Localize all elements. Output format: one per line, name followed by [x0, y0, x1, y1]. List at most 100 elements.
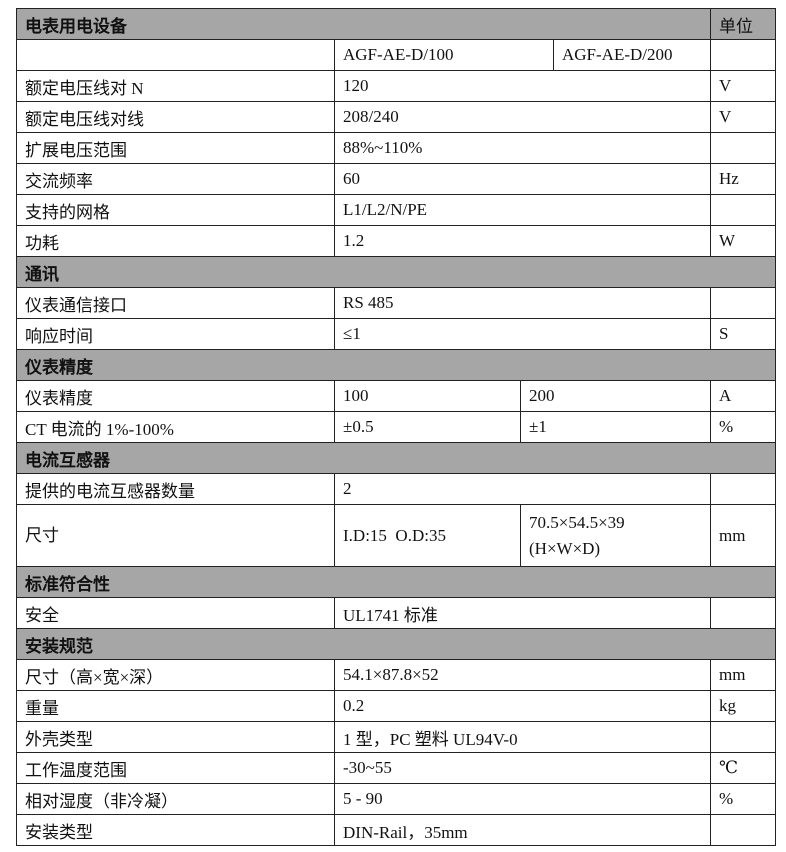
table-row: 尺寸（高×宽×深） 54.1×87.8×52 mm	[16, 659, 776, 691]
row-unit: mm	[710, 659, 776, 691]
section-header-ct: 电流互感器	[16, 442, 776, 474]
empty-cell	[710, 39, 776, 71]
table-row: 相对湿度（非冷凝） 5 - 90%	[16, 783, 776, 815]
unit-header: 单位	[710, 8, 776, 40]
spec-table: 电表用电设备 单位 AGF-AE-D/100 AGF-AE-D/200 额定电压…	[16, 8, 776, 846]
row-value: 1 型，PC 塑料 UL94V-0	[334, 721, 711, 753]
table-row: 安全 UL1741 标准	[16, 597, 776, 629]
row-label: 交流频率	[16, 163, 335, 195]
row-value-1: 100	[334, 380, 521, 412]
row-unit	[710, 287, 776, 319]
row-label: 重量	[16, 690, 335, 722]
models-row: AGF-AE-D/100 AGF-AE-D/200	[16, 39, 776, 71]
table-row: 响应时间 ≤1 S	[16, 318, 776, 350]
row-value: 208/240	[334, 101, 711, 133]
row-unit: Hz	[710, 163, 776, 195]
row-label: 支持的网格	[16, 194, 335, 226]
section-header-install: 安装规范	[16, 628, 776, 660]
section-header-comm: 通讯	[16, 256, 776, 288]
row-value: -30~55	[334, 752, 711, 784]
section-header-accuracy: 仪表精度	[16, 349, 776, 381]
row-unit: V	[710, 101, 776, 133]
row-label: 仪表精度	[16, 380, 335, 412]
row-unit: mm	[710, 504, 776, 567]
row-unit	[710, 194, 776, 226]
table-row: 尺寸 I.D:15 O.D:35 70.5×54.5×39 (H×W×D) mm	[16, 504, 776, 567]
row-value: DIN-Rail，35mm	[334, 814, 711, 846]
row-label: 提供的电流互感器数量	[16, 473, 335, 505]
row-label: 额定电压线对线	[16, 101, 335, 133]
row-value-2: 70.5×54.5×39 (H×W×D)	[520, 504, 711, 567]
table-row: 重量 0.2 kg	[16, 690, 776, 722]
row-label: 外壳类型	[16, 721, 335, 753]
row-label: 尺寸	[16, 504, 335, 567]
row-value: 1.2	[334, 225, 711, 257]
value-line: 70.5×54.5×39	[529, 512, 625, 532]
row-unit: %	[710, 783, 776, 815]
table-row: 仪表精度 100 200 A	[16, 380, 776, 412]
section-title: 通讯	[16, 256, 776, 288]
row-label: 扩展电压范围	[16, 132, 335, 164]
section-title: 仪表精度	[16, 349, 776, 381]
row-label: 安全	[16, 597, 335, 629]
row-label: CT 电流的 1%-100%	[16, 411, 335, 443]
table-row: 交流频率 60 Hz	[16, 163, 776, 195]
row-value: 0.2	[334, 690, 711, 722]
row-unit: ℃	[710, 752, 776, 784]
row-value: L1/L2/N/PE	[334, 194, 711, 226]
row-value: 60	[334, 163, 711, 195]
row-unit	[710, 473, 776, 505]
section-title: 电流互感器	[16, 442, 776, 474]
row-unit	[710, 721, 776, 753]
table-row: 功耗 1.2 W	[16, 225, 776, 257]
row-value: 5 - 90	[334, 783, 711, 815]
row-label: 安装类型	[16, 814, 335, 846]
row-unit: kg	[710, 690, 776, 722]
section-title: 安装规范	[16, 628, 776, 660]
row-unit: W	[710, 225, 776, 257]
row-label: 功耗	[16, 225, 335, 257]
model-1: AGF-AE-D/100	[334, 39, 554, 71]
row-value: 54.1×87.8×52	[334, 659, 711, 691]
section-header-standards: 标准符合性	[16, 566, 776, 598]
table-row: 提供的电流互感器数量 2	[16, 473, 776, 505]
model-2: AGF-AE-D/200	[553, 39, 711, 71]
row-unit: V	[710, 70, 776, 102]
row-label: 响应时间	[16, 318, 335, 350]
table-row: 支持的网格 L1/L2/N/PE	[16, 194, 776, 226]
row-value: UL1741 标准	[334, 597, 711, 629]
table-row: 仪表通信接口 RS 485	[16, 287, 776, 319]
row-unit: A	[710, 380, 776, 412]
row-label: 仪表通信接口	[16, 287, 335, 319]
row-unit: %	[710, 411, 776, 443]
row-value: 2	[334, 473, 711, 505]
row-value-2: 200	[520, 380, 711, 412]
row-label: 工作温度范围	[16, 752, 335, 784]
table-row: 外壳类型 1 型，PC 塑料 UL94V-0	[16, 721, 776, 753]
section-title: 标准符合性	[16, 566, 776, 598]
row-value-1: ±0.5	[334, 411, 521, 443]
row-unit	[710, 814, 776, 846]
row-value: 88%~110%	[334, 132, 711, 164]
row-unit	[710, 132, 776, 164]
row-label: 额定电压线对 N	[16, 70, 335, 102]
value-line: (H×W×D)	[529, 538, 601, 558]
table-row: 额定电压线对 N 120 V	[16, 70, 776, 102]
row-unit: S	[710, 318, 776, 350]
row-value: 120	[334, 70, 711, 102]
section-title: 电表用电设备	[16, 8, 711, 40]
section-header-electrical: 电表用电设备 单位	[16, 8, 776, 40]
row-value: ≤1	[334, 318, 711, 350]
row-value-2: ±1	[520, 411, 711, 443]
table-row: CT 电流的 1%-100% ±0.5 ±1%	[16, 411, 776, 443]
row-value-1: I.D:15 O.D:35	[334, 504, 521, 567]
row-unit	[710, 597, 776, 629]
table-row: 额定电压线对线 208/240 V	[16, 101, 776, 133]
table-row: 工作温度范围 -30~55 ℃	[16, 752, 776, 784]
row-label: 相对湿度（非冷凝）	[16, 783, 335, 815]
table-row: 安装类型 DIN-Rail，35mm	[16, 814, 776, 846]
table-row: 扩展电压范围 88%~110%	[16, 132, 776, 164]
empty-cell	[16, 39, 335, 71]
row-label: 尺寸（高×宽×深）	[16, 659, 335, 691]
row-value: RS 485	[334, 287, 711, 319]
